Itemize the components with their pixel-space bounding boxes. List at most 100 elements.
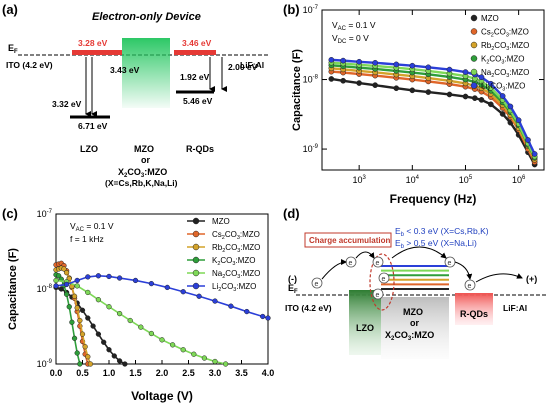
b-legend-item: Cs2CO3:MZO [470,28,529,39]
b-point [487,101,494,108]
c-series-0 [53,284,128,367]
b-legend-label: Rb2CO3:MZO [481,41,529,52]
c-point [85,274,91,280]
arc-rqd-to-lif [475,273,523,283]
c-point [244,308,250,315]
c-point [132,277,139,284]
b-legend-label: Cs2CO3:MZO [481,28,529,39]
b-legend-marker [470,55,478,62]
c-legend-marker [192,269,200,277]
electron-4 [378,272,390,284]
b-legend-label: MZO [481,14,499,23]
mzo-layer-label: MZO [134,144,154,154]
b-legend-item: Li2CO3:MZO [470,82,525,93]
panel-b-label: (b) [283,2,300,17]
lzo-lumo-bar [72,50,122,55]
lif-gap-value: 2.00 eV [228,62,258,72]
b-series-5 [328,56,538,157]
c-point [201,355,208,361]
electron-4-label: e [382,276,386,283]
arc-rqd-drop [454,261,473,280]
c-point [79,331,86,337]
c-point [85,289,91,296]
b-legend-label: Na2CO3:MZO [481,68,529,79]
electrons: e e e e e e e [311,256,476,300]
panel-c-xlabel: Voltage (V) [131,389,193,403]
b-xtick-label: 105 [459,175,473,185]
c-point [116,275,123,281]
c-legend-marker [192,217,200,225]
ito-label: ITO (4.2 eV) [6,60,53,70]
rqd-gap-value: 1.92 eV [180,72,210,82]
b-ytick-label: 10-8 [303,75,319,85]
minus-terminal: (-) [288,274,297,284]
d-cb-levels [381,265,449,290]
c-point [169,342,176,348]
b-point [446,91,453,98]
d-ef-label: EF [288,283,298,295]
c-legend-item: Cs2CO3:MZO [187,230,260,241]
electron-1-label: e [315,281,319,288]
panel-a-title: Electron-only Device [92,11,201,23]
c-legend-marker [192,282,200,290]
c-xtick-label: 2.5 [182,368,195,378]
c-point [63,270,70,276]
c-point [79,307,86,313]
lzo-layer-label: LZO [80,144,98,154]
electron-7 [464,279,476,291]
b-xtick-label: 104 [406,175,420,185]
c-point [106,273,112,280]
b-point [531,151,538,157]
c-point [148,330,155,337]
c-point [180,347,186,353]
c-point [66,304,72,310]
panel-b: (b) 103 104 105 106 10-9 10-8 10-7 VAC = 0.1 V… [283,2,545,206]
b-point [499,111,506,117]
panel-a: (a) Electron-only Device EF ITO (4.2 eV)… [2,2,268,188]
c-point [212,298,218,304]
c-point [95,273,102,279]
c-point [90,323,96,329]
mzo-band-box [122,38,170,108]
b-legend-marker [470,82,478,89]
rqds-layer-label: R-QDs [186,144,214,154]
c-xtick-label: 1.5 [129,368,142,378]
c-xtick-label: 0.0 [50,368,63,378]
d-or-label: or [410,318,419,328]
b-legend-marker [470,14,478,22]
c-point [85,354,91,360]
b-series-2 [328,65,538,163]
c-point [74,283,80,289]
b-xtick-label: 106 [512,175,526,185]
panel-c-note-f: f = 1 kHz [70,234,104,244]
c-xtick-label: 4.0 [262,368,275,378]
c-point [122,361,128,367]
panel-d: (d) Eb < 0.3 eV (X=Cs,Rb,K) Eb > 0.5 eV … [283,206,546,359]
x-list-label: (X=Cs,Rb,K,Na,Li) [105,178,178,188]
c-point [87,361,94,367]
c-point [63,291,70,297]
b-legend-label: Li2CO3:MZO [481,82,525,93]
c-point [56,273,62,279]
c-legend-label: K2CO3:MZO [212,256,255,267]
c-point [191,351,197,357]
d-ito-label: ITO (4.2 eV) [285,303,332,313]
or-label: or [141,155,150,165]
c-legend-item: Rb2CO3:MZO [187,243,260,254]
c-point [53,277,59,284]
b-point [393,61,400,68]
lzo-gap-value: 3.32 eV [52,99,82,109]
b-point [446,66,453,73]
c-point [127,317,133,324]
panel-c-ylabel: Capacitance (F) [7,248,19,330]
panel-b-note-vdc: VDC = 0 V [332,33,369,45]
c-legend-item: MZO [187,217,230,226]
b-point [425,64,432,71]
panel-a-label: (a) [2,2,18,17]
arc-lzo-over [355,251,375,259]
c-point [106,304,112,310]
c-point [106,347,112,353]
charge-accumulation-circle [369,253,395,311]
charge-accumulation-box [304,232,392,248]
